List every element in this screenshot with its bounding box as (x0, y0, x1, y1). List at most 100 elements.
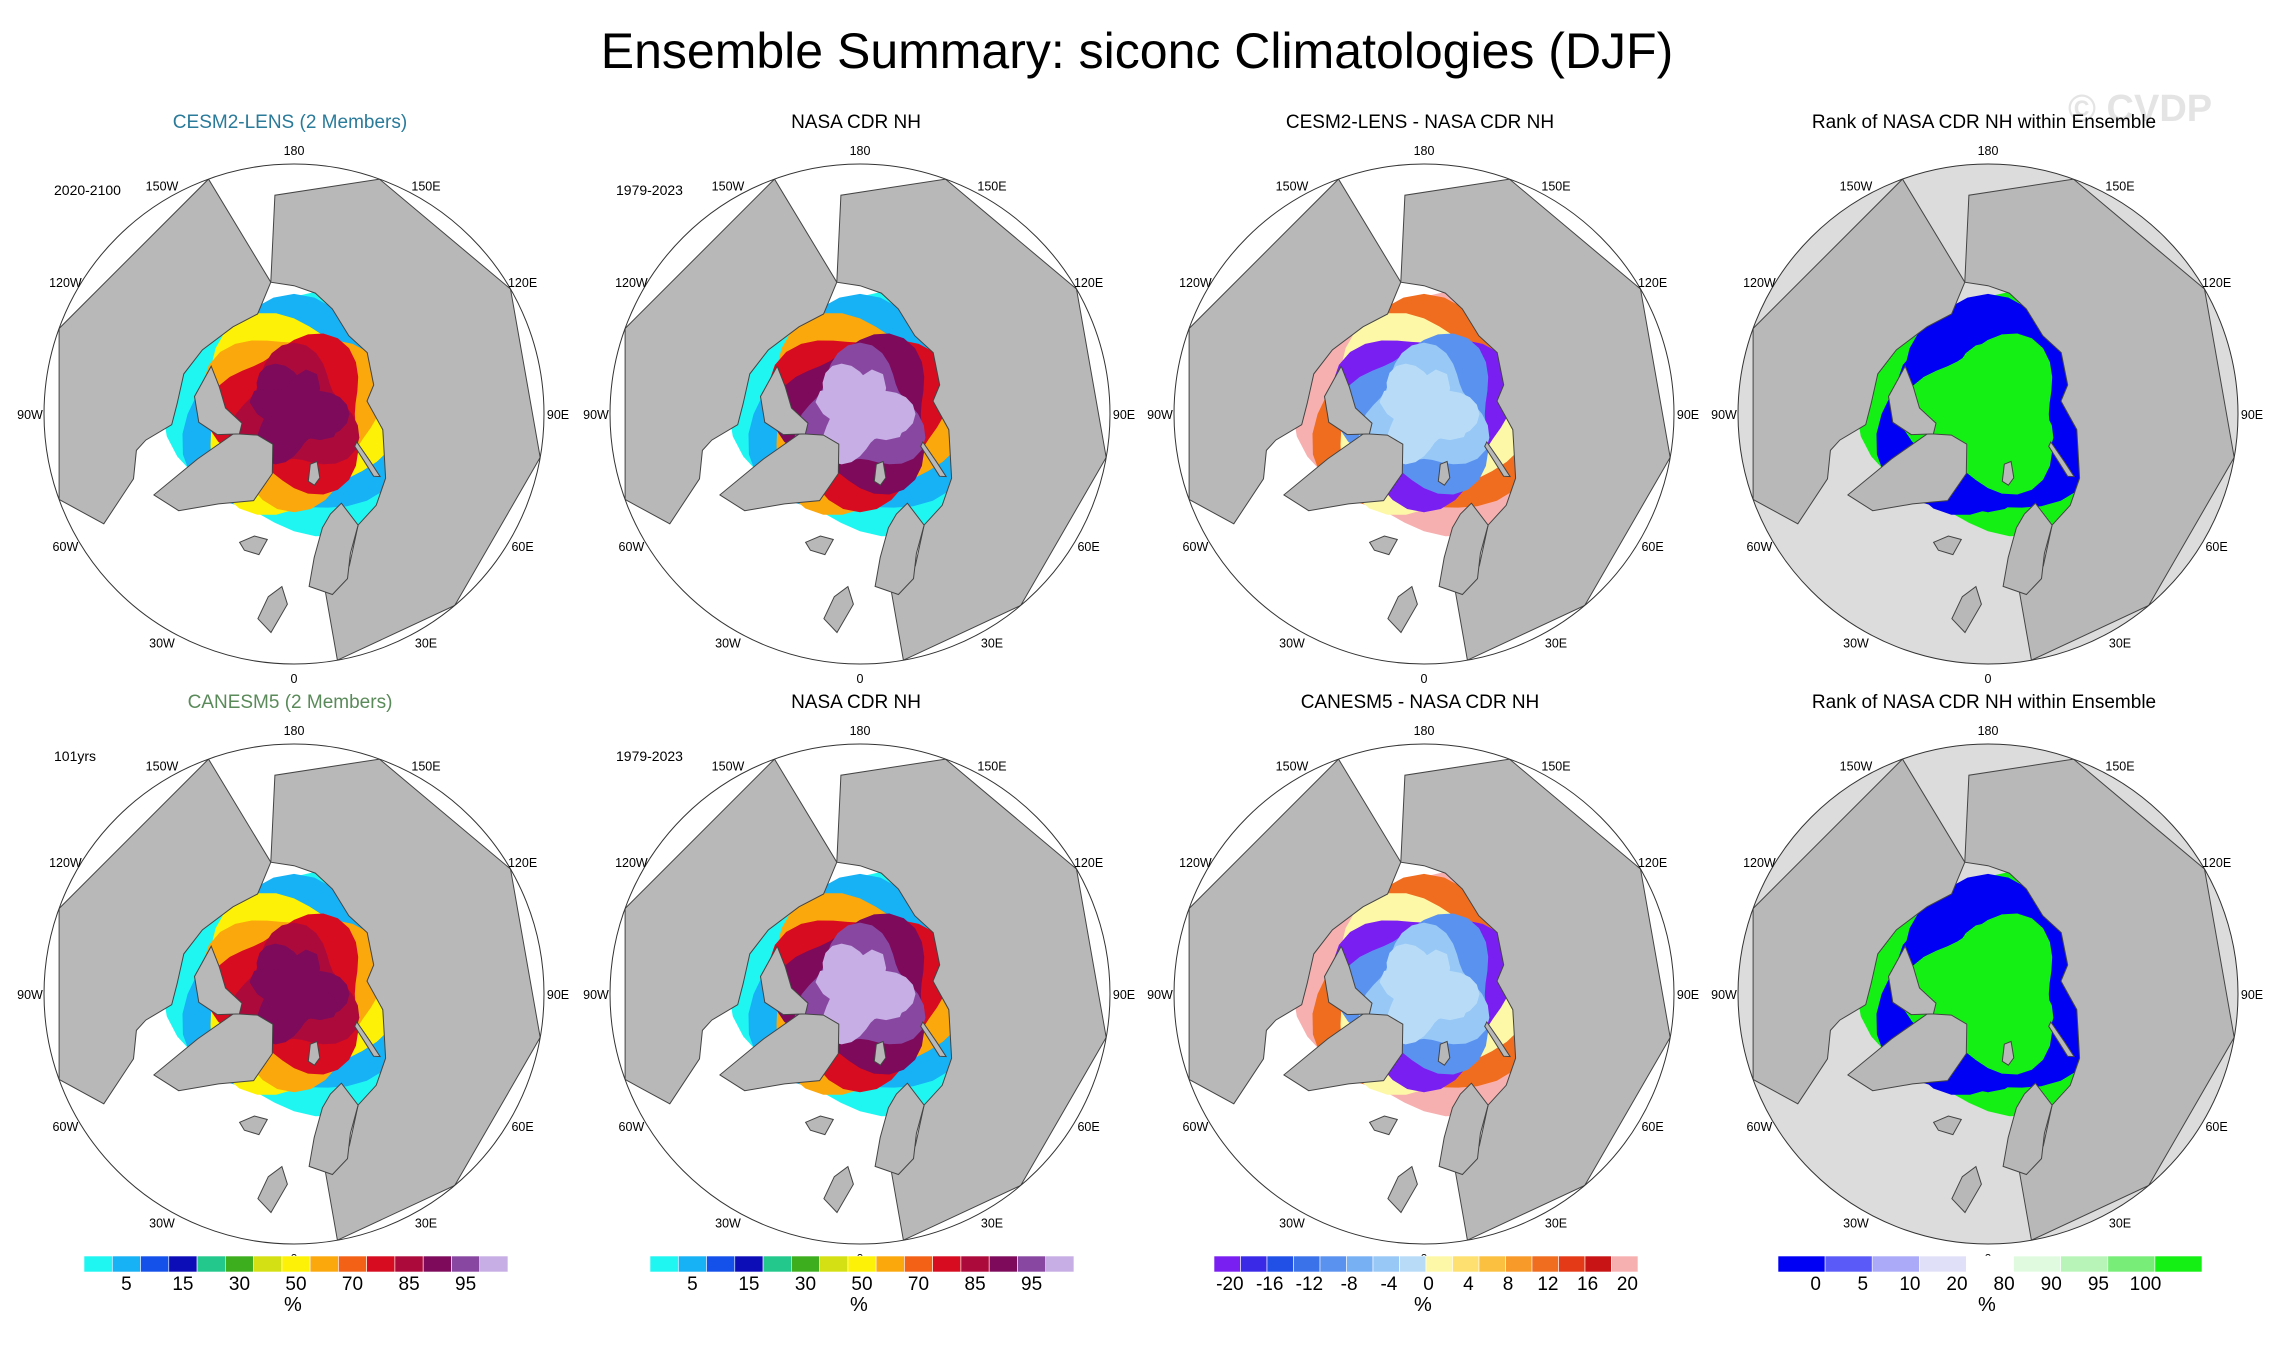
longitude-label: 0 (1421, 672, 1428, 686)
ice-core (1943, 949, 2033, 1039)
greenland-land (153, 1013, 274, 1092)
longitude-label: 180 (284, 724, 305, 738)
svalbard-land (1437, 460, 1451, 486)
longitude-label: 90E (2241, 408, 2263, 422)
colorbar-tick: 95 (1021, 1274, 1042, 1294)
longitude-label: 0 (291, 672, 298, 686)
period-label: 2020-2100 (54, 182, 121, 198)
longitude-label: 120E (2202, 276, 2231, 290)
uk-land (257, 585, 288, 634)
colorbar-units: % (1414, 1294, 1432, 1316)
longitude-label: 120W (1179, 276, 1212, 290)
longitude-label: 120E (1638, 276, 1667, 290)
map-panel: 180 150E 120E 90E 60E 30E 0 30W 60W 90W 120W 150W CE… (1136, 112, 1704, 768)
panel-title: NASA CDR NH (791, 112, 921, 133)
colorbar-tick: 12 (1537, 1274, 1558, 1294)
colorbar-units: % (1978, 1294, 1996, 1316)
colorbar-tick: 70 (908, 1274, 929, 1294)
longitude-label: 90E (547, 988, 569, 1002)
colorbar-tick: 85 (399, 1274, 420, 1294)
eurasia-land (1400, 758, 1671, 1241)
colorbar-swatch (1966, 1255, 2014, 1273)
longitude-label: 150W (712, 759, 745, 773)
colorbar-swatch (819, 1255, 849, 1273)
canadian-archipelago-land (1887, 945, 1937, 1016)
svalbard-land (307, 1040, 321, 1066)
greenland-land (1847, 1013, 1968, 1092)
longitude-label: 90E (1677, 408, 1699, 422)
longitude-label: 60W (619, 540, 645, 554)
colorbar-swatch (678, 1255, 707, 1273)
map-boundary (1737, 743, 2239, 1245)
longitude-label: 120E (508, 276, 537, 290)
colorbar-tick: 80 (1994, 1274, 2015, 1294)
longitude-label: 90W (17, 408, 43, 422)
iceland-land (804, 535, 835, 556)
scandinavia-land (874, 502, 925, 596)
colorbar-tick: 30 (229, 1274, 250, 1294)
iceland-land (1932, 1115, 1963, 1136)
uk-land (257, 1165, 288, 1214)
colorbar-tick: 85 (965, 1274, 986, 1294)
panel-title: NASA CDR NH (791, 692, 921, 713)
longitude-label: 30W (715, 637, 741, 651)
longitude-label: 150W (1276, 759, 1309, 773)
colorbar-swatch (734, 1255, 764, 1273)
novaya-zemlya-land (354, 1021, 382, 1058)
map-panel: 180 150E 120E 90E 60E 30E 0 30W 60W 90W 120W 150W CE… (6, 112, 574, 768)
colorbar-swatch (253, 1255, 283, 1273)
longitude-label: 120E (2202, 856, 2231, 870)
longitude-label: 180 (850, 144, 871, 158)
panel-title: CANESM5 (2 Members) (187, 692, 393, 713)
greenland-land (153, 433, 274, 512)
iceland-land (804, 1115, 835, 1136)
longitude-label: 150E (977, 759, 1006, 773)
colorbar-swatch (1425, 1255, 1453, 1273)
figure-title: Ensemble Summary: siconc Climatologies (… (600, 23, 1674, 79)
map-panel: 180 150E 120E 90E 60E 30E 0 30W 60W 90W 120W 150W Ra… (1700, 112, 2268, 768)
scandinavia-land (308, 1082, 359, 1176)
eurasia-land (270, 758, 541, 1241)
uk-land (1387, 585, 1418, 634)
iceland-land (238, 1115, 269, 1136)
colorbar-swatch (1346, 1255, 1374, 1273)
longitude-label: 30E (2109, 637, 2131, 651)
colorbar-swatch (451, 1255, 481, 1273)
svalbard-land (873, 1040, 887, 1066)
eurasia-land (270, 178, 541, 661)
longitude-label: 30E (1545, 1217, 1567, 1231)
colorbar-tick: -12 (1296, 1274, 1323, 1294)
novaya-zemlya-land (920, 441, 948, 478)
longitude-label: 120E (1074, 856, 1103, 870)
panel-title: Rank of NASA CDR NH within Ensemble (1811, 112, 2157, 133)
longitude-label: 60E (2205, 540, 2227, 554)
colorbar-swatch (1213, 1255, 1241, 1273)
north-america-land (58, 178, 272, 525)
svalbard-land (873, 460, 887, 486)
map-boundary (609, 743, 1111, 1245)
colorbar-swatch (1871, 1255, 1920, 1273)
longitude-label: 90E (1677, 988, 1699, 1002)
longitude-label: 60E (511, 1120, 533, 1134)
greenland-land (719, 1013, 840, 1092)
colorbar-tick: 100 (2130, 1274, 2162, 1294)
longitude-label: 150E (411, 179, 440, 193)
colorbar-difference: -20 -16 -12 -8 -4 0 4 8 12 16 20% (1136, 1250, 1704, 1330)
scandinavia-land (2002, 502, 2053, 596)
longitude-label: 150E (977, 179, 1006, 193)
colorbar-concentration: 5 15 30 50 70 85 95% (572, 1250, 1140, 1330)
colorbar-tick: -4 (1380, 1274, 1397, 1294)
uk-land (1387, 1165, 1418, 1214)
north-america-land (58, 758, 272, 1105)
longitude-label: 30E (415, 637, 437, 651)
colorbar-swatch (1017, 1255, 1047, 1273)
north-america-land (624, 178, 838, 525)
longitude-label: 90W (1711, 408, 1737, 422)
eurasia-land (1964, 758, 2235, 1241)
iceland-land (1932, 535, 1963, 556)
longitude-label: 60E (2205, 1120, 2227, 1134)
uk-land (823, 1165, 854, 1214)
panel-title: CANESM5 - NASA CDR NH (1300, 692, 1540, 713)
